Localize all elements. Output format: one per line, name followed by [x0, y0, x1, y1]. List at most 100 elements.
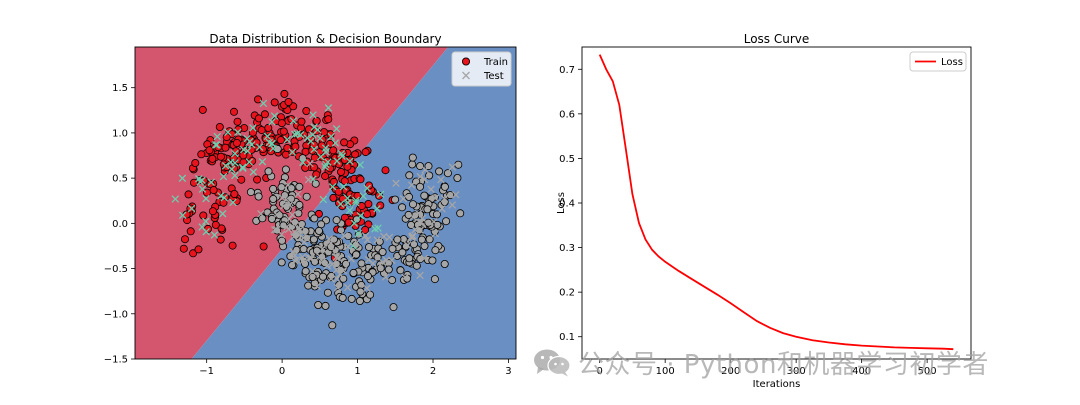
test-point: [427, 185, 435, 194]
train-point: [314, 226, 323, 235]
test-point: [271, 225, 279, 234]
y-tick-label: 0.6: [559, 109, 575, 120]
test-point: [363, 236, 372, 244]
train-point: [302, 192, 311, 201]
legend-test-marker: [462, 71, 470, 80]
test-point: [198, 223, 206, 231]
train-point: [215, 123, 224, 132]
train-point: [237, 175, 246, 184]
train-point: [328, 321, 337, 330]
y-tick-label: 0.1: [559, 332, 575, 343]
train-point: [277, 183, 286, 192]
test-point: [340, 232, 349, 240]
train-point: [180, 235, 189, 244]
test-point: [399, 194, 408, 203]
test-point: [290, 233, 298, 241]
test-point: [416, 172, 425, 181]
train-point: [228, 241, 237, 250]
test-point: [231, 171, 239, 180]
y-tick-label: 0.2: [559, 288, 575, 299]
train-point: [388, 276, 397, 285]
test-point: [210, 231, 219, 239]
train-point: [281, 165, 290, 174]
test-point: [288, 148, 297, 156]
train-point: [435, 167, 444, 176]
test-point: [331, 139, 340, 147]
test-point: [307, 254, 315, 262]
train-point: [357, 202, 366, 211]
legend-train-label: Train: [483, 57, 508, 68]
train-point: [423, 205, 432, 214]
test-point: [299, 158, 307, 167]
scatter-points: [171, 89, 465, 330]
y-tick-label: 0.5: [559, 154, 575, 165]
test-point: [221, 162, 230, 170]
test-point: [344, 242, 352, 251]
test-point: [328, 182, 337, 191]
x-tick-label: 100: [656, 366, 675, 377]
y-tick-label: 1.0: [112, 128, 128, 139]
x-tick-label: −1: [199, 366, 214, 377]
test-point: [343, 283, 352, 292]
y-tick-label: −1.5: [104, 355, 128, 366]
train-point: [351, 150, 360, 159]
train-point: [416, 162, 425, 171]
test-point: [401, 273, 409, 282]
train-point: [179, 244, 188, 253]
x-tick-label: 300: [787, 366, 806, 377]
test-point: [333, 283, 342, 292]
test-point: [224, 128, 232, 137]
train-point: [347, 294, 356, 303]
train-point: [420, 191, 429, 200]
test-point: [234, 128, 242, 136]
test-point: [305, 254, 314, 262]
train-point: [253, 175, 262, 184]
train-point: [389, 303, 398, 312]
test-point: [273, 210, 281, 219]
test-point: [381, 273, 390, 281]
test-point: [284, 181, 292, 189]
test-point: [289, 247, 297, 256]
scatter-axes-frame: [134, 46, 517, 360]
test-point: [336, 270, 344, 278]
train-point: [260, 110, 269, 119]
train-point: [408, 160, 417, 169]
train-point: [349, 268, 358, 277]
test-point: [297, 221, 305, 230]
test-point: [202, 217, 210, 226]
train-point: [329, 158, 338, 167]
test-point: [171, 195, 180, 203]
train-point: [318, 272, 327, 281]
train-point: [431, 246, 440, 255]
test-point: [325, 235, 334, 243]
watermark-text: 公众号 · Python和机器学习初学者: [578, 349, 989, 380]
test-point: [373, 204, 381, 213]
test-point: [196, 178, 204, 186]
train-point: [186, 204, 195, 213]
test-point: [440, 194, 449, 203]
loss-title: Loss Curve: [744, 32, 810, 46]
train-point: [356, 287, 365, 296]
test-point: [327, 275, 335, 283]
test-point: [227, 165, 236, 174]
train-point: [415, 182, 424, 191]
train-point: [430, 275, 439, 284]
train-point: [361, 148, 370, 157]
test-point: [333, 157, 341, 165]
train-point: [428, 256, 437, 265]
test-point: [259, 99, 268, 108]
train-point: [335, 280, 344, 289]
train-point: [208, 154, 217, 163]
test-point: [249, 168, 258, 176]
train-point: [283, 143, 292, 152]
test-point: [376, 190, 385, 199]
test-point: [282, 195, 291, 204]
test-point: [409, 213, 417, 221]
test-point: [333, 275, 341, 283]
train-point: [312, 170, 321, 179]
test-point: [345, 206, 354, 215]
test-point: [430, 217, 438, 226]
test-point: [414, 209, 423, 218]
train-point: [310, 153, 319, 162]
test-point: [292, 256, 301, 264]
